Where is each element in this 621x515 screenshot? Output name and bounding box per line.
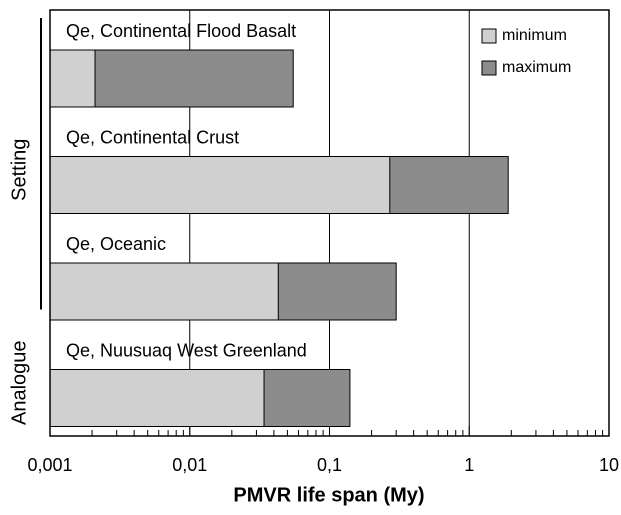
x-axis-title: PMVR life span (My) xyxy=(233,484,424,506)
legend-label: maximum xyxy=(502,59,571,76)
bar-minimum xyxy=(49,369,265,427)
bar-minimum xyxy=(49,262,279,321)
legend-swatch xyxy=(481,60,497,76)
x-tick-label: 1 xyxy=(464,455,474,475)
x-tick-label: 0,001 xyxy=(27,455,72,475)
category-label: Qe, Continental Crust xyxy=(66,127,239,147)
x-tick-label: 10 xyxy=(599,455,619,475)
x-tick-label: 0,1 xyxy=(317,455,342,475)
legend-label: minimum xyxy=(502,27,567,44)
plot-frame xyxy=(49,9,610,437)
group-label: Analogue xyxy=(8,340,30,425)
category-label: Qe, Continental Flood Basalt xyxy=(66,21,296,41)
bar-minimum xyxy=(49,49,96,108)
category-label: Qe, Oceanic xyxy=(66,234,166,254)
legend-swatch xyxy=(481,28,497,44)
group-label: Setting xyxy=(8,139,30,201)
bar-minimum xyxy=(49,156,391,214)
x-tick-label: 0,01 xyxy=(172,455,207,475)
category-label: Qe, Nuusuaq West Greenland xyxy=(66,340,307,360)
